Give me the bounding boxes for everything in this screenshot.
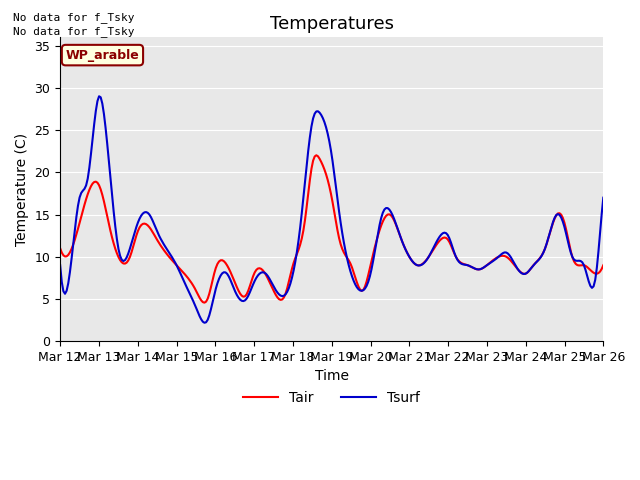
Y-axis label: Temperature (C): Temperature (C): [15, 132, 29, 246]
Tsurf: [200, 320, 208, 325]
Tair: [220, 258, 228, 264]
Tair: [200, 300, 208, 306]
Text: No data for f_Tsky: No data for f_Tsky: [13, 12, 134, 23]
X-axis label: Time: Time: [315, 370, 349, 384]
Tsurf: [63, 288, 70, 294]
Tsurf: [600, 195, 607, 201]
Tair: [510, 262, 518, 267]
Tair: [504, 255, 511, 261]
Text: WP_arable: WP_arable: [65, 48, 140, 61]
Title: Temperatures: Temperatures: [269, 15, 394, 33]
Line: Tair: Tair: [60, 155, 604, 303]
Text: No data for f_Tsky: No data for f_Tsky: [13, 26, 134, 37]
Tair: [600, 262, 607, 268]
Tair: [312, 152, 320, 158]
Tsurf: [178, 274, 186, 279]
Tsurf: [221, 270, 229, 276]
Tair: [63, 253, 70, 259]
Legend: Tair, Tsurf: Tair, Tsurf: [238, 385, 426, 410]
Line: Tsurf: Tsurf: [60, 96, 604, 323]
Tsurf: [56, 262, 64, 268]
Tsurf: [504, 251, 511, 256]
Tsurf: [364, 279, 372, 285]
Tsurf: [510, 260, 518, 266]
Tair: [176, 266, 184, 272]
Tsurf: [95, 94, 103, 99]
Tair: [56, 245, 64, 251]
Tair: [364, 272, 372, 278]
